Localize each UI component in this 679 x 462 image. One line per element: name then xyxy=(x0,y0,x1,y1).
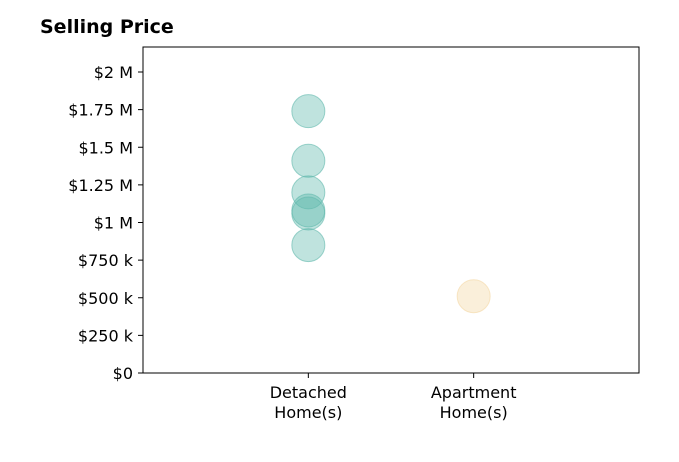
x-tick-label: Detached Home(s) xyxy=(270,383,347,422)
y-tick-label: $1.5 M xyxy=(78,138,133,157)
data-point xyxy=(291,94,326,129)
y-tick-label: $500 k xyxy=(78,289,134,308)
x-tick-label-line: Detached xyxy=(270,383,347,402)
data-point xyxy=(291,143,326,178)
chart-title: Selling Price xyxy=(40,16,174,38)
y-tick-label: $2 M xyxy=(94,63,133,82)
x-tick-label-line: Apartment xyxy=(431,383,517,402)
y-tick-label: $0 xyxy=(113,364,133,383)
y-tick-label: $1.25 M xyxy=(68,176,133,195)
x-tick-label-line: Home(s) xyxy=(440,403,508,422)
y-tick-label: $250 k xyxy=(78,326,134,345)
data-point xyxy=(456,279,491,314)
y-tick-label: $750 k xyxy=(78,251,134,270)
plot-frame xyxy=(142,46,640,374)
y-tick-label: $1.75 M xyxy=(68,101,133,120)
x-tick-label-line: Home(s) xyxy=(274,403,342,422)
x-tick-label: Apartment Home(s) xyxy=(431,383,517,422)
data-point xyxy=(291,175,326,210)
y-tick-label: $1 M xyxy=(94,214,133,233)
data-point xyxy=(291,228,326,263)
data-point xyxy=(291,196,326,231)
